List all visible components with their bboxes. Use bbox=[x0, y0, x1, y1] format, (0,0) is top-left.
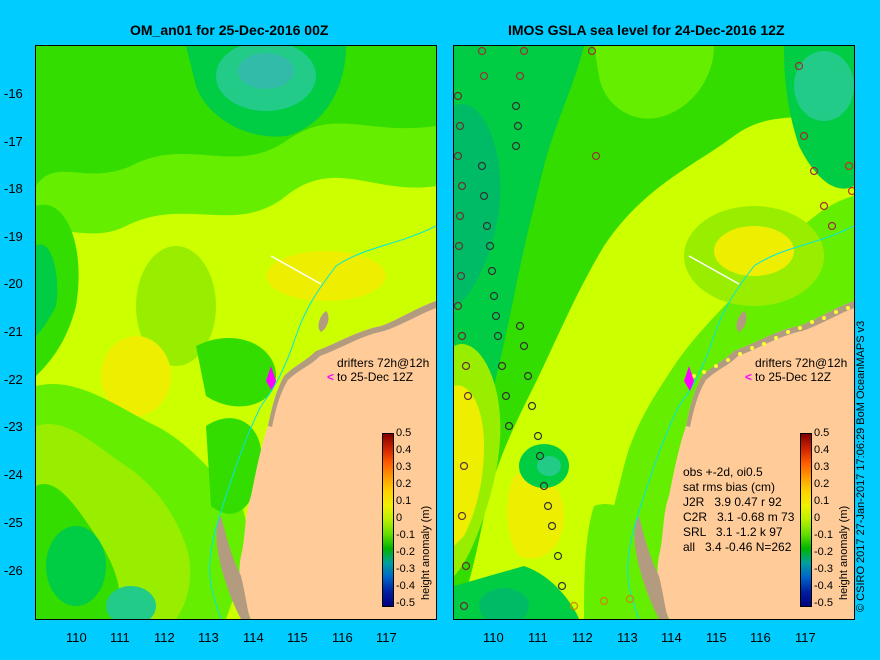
stats-row: J2R 3.9 0.47 r 92 bbox=[683, 495, 782, 509]
y-tick-label: -23 bbox=[4, 419, 23, 434]
drifter-legend-line2: to 25-Dec 12Z bbox=[755, 370, 832, 384]
colorbar-tick: -0.3 bbox=[814, 563, 833, 575]
colorbar-tick: -0.4 bbox=[814, 580, 833, 592]
right-x-tick-label: 111 bbox=[528, 630, 548, 645]
left-colorbar bbox=[382, 433, 394, 607]
right-map-panel[interactable] bbox=[453, 45, 855, 620]
colorbar-tick: -0.4 bbox=[396, 580, 415, 592]
y-tick-label: -25 bbox=[4, 515, 23, 530]
right-x-tick-label: 113 bbox=[617, 630, 638, 645]
stats-header1: obs +-2d, oi0.5 bbox=[683, 465, 763, 479]
stats-row: SRL 3.1 -1.2 k 97 bbox=[683, 525, 783, 539]
right-colorbar bbox=[800, 433, 812, 607]
colorbar-tick: 0.1 bbox=[814, 495, 830, 507]
left-x-tick-label: 114 bbox=[243, 630, 264, 645]
drifter-legend-line1: drifters 72h@12h bbox=[337, 356, 430, 370]
y-tick-label: -24 bbox=[4, 467, 23, 482]
stats-header2: sat rms bias (cm) bbox=[683, 480, 776, 494]
colorbar-tick: 0.2 bbox=[396, 478, 412, 490]
y-tick-label: -26 bbox=[4, 563, 23, 578]
colorbar-tick: 0 bbox=[396, 512, 403, 524]
colorbar-label: height anomaly (m) bbox=[420, 505, 432, 600]
right-x-tick-label: 116 bbox=[750, 630, 771, 645]
colorbar-tick: -0.3 bbox=[396, 563, 415, 575]
left-map-panel[interactable] bbox=[35, 45, 437, 620]
right-x-tick-label: 110 bbox=[483, 630, 504, 645]
y-tick-label: -21 bbox=[4, 324, 23, 339]
right-x-tick-label: 115 bbox=[706, 630, 727, 645]
right-x-tick-label: 114 bbox=[661, 630, 682, 645]
right-x-tick-label: 112 bbox=[572, 630, 593, 645]
colorbar-label: height anomaly (m) bbox=[838, 505, 850, 600]
right-sea-level-field bbox=[454, 46, 854, 619]
left-x-tick-label: 115 bbox=[287, 630, 308, 645]
left-x-tick-label: 110 bbox=[66, 630, 87, 645]
credit-text: © CSIRO 2017 27-Jan-2017 17:06:29 BoM Oc… bbox=[855, 320, 867, 612]
y-tick-label: -16 bbox=[4, 86, 23, 101]
colorbar-tick: -0.2 bbox=[396, 546, 415, 558]
colorbar-tick: 0.2 bbox=[814, 478, 830, 490]
left-x-tick-label: 111 bbox=[110, 630, 130, 645]
colorbar-tick: 0.3 bbox=[814, 461, 830, 473]
colorbar-tick: 0.1 bbox=[396, 495, 412, 507]
colorbar-tick: 0.4 bbox=[396, 444, 412, 456]
colorbar-tick: 0.5 bbox=[814, 427, 830, 439]
stats-row: all 3.4 -0.46 N=262 bbox=[683, 540, 792, 554]
left-map-title: OM_an01 for 25-Dec-2016 00Z bbox=[130, 22, 329, 38]
drifter-legend-line1: drifters 72h@12h bbox=[755, 356, 848, 370]
colorbar-tick: 0.4 bbox=[814, 444, 830, 456]
drifter-arrow-icon: < bbox=[327, 370, 335, 384]
y-tick-label: -22 bbox=[4, 372, 23, 387]
left-x-tick-label: 113 bbox=[198, 630, 219, 645]
drifter-arrow-icon: < bbox=[745, 370, 753, 384]
colorbar-tick: 0.5 bbox=[396, 427, 412, 439]
y-tick-label: -17 bbox=[4, 134, 23, 149]
colorbar-tick: 0 bbox=[814, 512, 821, 524]
left-sea-level-field bbox=[36, 46, 436, 619]
colorbar-tick: -0.5 bbox=[814, 597, 833, 609]
colorbar-tick: -0.2 bbox=[814, 546, 833, 558]
colorbar-tick: -0.1 bbox=[814, 529, 833, 541]
obs-stats: obs +-2d, oi0.5 sat rms bias (cm) J2R 3.9 … bbox=[683, 465, 794, 555]
drifter-legend-line2: to 25-Dec 12Z bbox=[337, 370, 414, 384]
y-tick-label: -20 bbox=[4, 276, 23, 291]
colorbar-tick: -0.1 bbox=[396, 529, 415, 541]
y-tick-label: -18 bbox=[4, 181, 23, 196]
y-tick-label: -19 bbox=[4, 229, 23, 244]
left-x-tick-label: 116 bbox=[332, 630, 353, 645]
colorbar-tick: -0.5 bbox=[396, 597, 415, 609]
left-drifter-legend: <drifters 72h@12h <to 25-Dec 12Z bbox=[327, 356, 429, 384]
left-x-tick-label: 117 bbox=[376, 630, 397, 645]
right-drifter-legend: <drifters 72h@12h <to 25-Dec 12Z bbox=[745, 356, 847, 384]
right-map-title: IMOS GSLA sea level for 24-Dec-2016 12Z bbox=[508, 22, 785, 38]
colorbar-tick: 0.3 bbox=[396, 461, 412, 473]
stats-row: C2R 3.1 -0.68 m 73 bbox=[683, 510, 795, 524]
right-x-tick-label: 117 bbox=[795, 630, 816, 645]
left-x-tick-label: 112 bbox=[154, 630, 175, 645]
